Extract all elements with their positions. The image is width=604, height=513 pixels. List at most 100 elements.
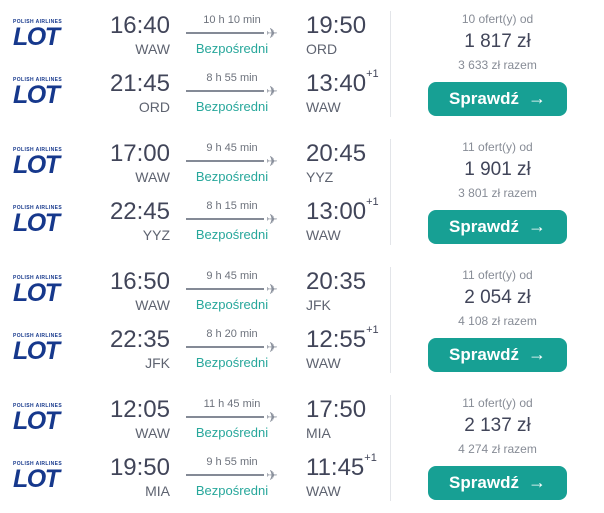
- arrow-right-icon: →: [527, 344, 546, 365]
- duration-label: 9 h 55 min: [206, 456, 258, 468]
- airline-logo: POLISH AIRLINES LOT: [0, 276, 106, 306]
- route-line: [186, 160, 265, 162]
- direct-label: Bezpośredni: [195, 99, 269, 114]
- plane-icon: ✈: [266, 339, 278, 355]
- lot-logo-icon: POLISH AIRLINES LOT: [13, 206, 62, 236]
- departure-airport: ORD: [138, 99, 170, 116]
- offers-count: 11 ofert(y) od: [462, 396, 533, 411]
- direct-label: Bezpośredni: [195, 425, 269, 440]
- price-per-person: 2 137 zł: [464, 415, 531, 437]
- departure-block: 16:50 WAW: [106, 269, 170, 313]
- airline-logo: POLISH AIRLINES LOT: [0, 334, 106, 364]
- check-button[interactable]: Sprawdź →: [428, 338, 567, 372]
- airline-tagline: POLISH AIRLINES: [13, 403, 63, 409]
- departure-time: 16:50: [109, 267, 170, 295]
- duration-label: 8 h 15 min: [206, 200, 258, 212]
- departure-airport: JFK: [145, 355, 170, 372]
- flight-card: POLISH AIRLINES LOT 16:50 WAW 9 h 45 min…: [0, 256, 604, 384]
- check-button[interactable]: Sprawdź →: [428, 466, 567, 500]
- arrival-block: 13:40+1 WAW: [294, 67, 390, 115]
- airline-name: LOT: [13, 407, 60, 435]
- plane-icon: ✈: [266, 83, 278, 99]
- duration-label: 11 h 45 min: [203, 398, 261, 410]
- offers-count: 11 ofert(y) od: [462, 140, 533, 155]
- route-graphic: ✈: [180, 339, 284, 355]
- airline-tagline: POLISH AIRLINES: [13, 77, 63, 83]
- next-day-badge: +1: [366, 67, 379, 80]
- route-graphic: ✈: [180, 409, 284, 425]
- plane-icon: ✈: [266, 153, 278, 169]
- inbound-leg: POLISH AIRLINES LOT 19:50 MIA 9 h 55 min…: [0, 451, 390, 501]
- next-day-badge: +1: [366, 323, 379, 336]
- duration-label: 10 h 10 min: [203, 14, 261, 26]
- route-line: [186, 346, 265, 348]
- airline-logo: POLISH AIRLINES LOT: [0, 462, 106, 492]
- arrow-right-icon: →: [527, 88, 546, 109]
- price-total: 4 108 zł razem: [458, 314, 537, 329]
- inbound-leg: POLISH AIRLINES LOT 21:45 ORD 8 h 55 min…: [0, 67, 390, 117]
- arrival-block: 20:35 JFK: [294, 269, 390, 313]
- direct-label: Bezpośredni: [195, 355, 269, 370]
- lot-logo-icon: POLISH AIRLINES LOT: [13, 78, 62, 108]
- next-day-badge: +1: [366, 195, 379, 208]
- airline-name: LOT: [13, 81, 60, 109]
- inbound-leg: POLISH AIRLINES LOT 22:35 JFK 8 h 20 min…: [0, 323, 390, 373]
- airline-logo: POLISH AIRLINES LOT: [0, 404, 106, 434]
- departure-block: 21:45 ORD: [106, 71, 170, 115]
- route-line: [186, 32, 265, 34]
- airline-name: LOT: [13, 279, 60, 307]
- duration-label: 9 h 45 min: [206, 270, 258, 282]
- route-block: 8 h 55 min ✈ Bezpośredni: [180, 72, 284, 114]
- route-line: [186, 288, 265, 290]
- price-total: 3 633 zł razem: [458, 58, 537, 73]
- flight-legs: POLISH AIRLINES LOT 12:05 WAW 11 h 45 mi…: [0, 393, 390, 503]
- arrival-block: 17:50 MIA: [294, 397, 390, 441]
- route-graphic: ✈: [180, 212, 284, 226]
- arrival-block: 11:45+1 WAW: [294, 451, 390, 499]
- flight-legs: POLISH AIRLINES LOT 16:40 WAW 10 h 10 mi…: [0, 9, 390, 119]
- arrival-time: 11:45+1: [306, 451, 377, 481]
- departure-time: 21:45: [109, 69, 170, 97]
- departure-airport: WAW: [135, 297, 170, 314]
- route-graphic: ✈: [180, 26, 284, 40]
- route-block: 8 h 20 min ✈ Bezpośredni: [180, 328, 284, 370]
- arrival-time: 20:45: [306, 139, 367, 167]
- plane-icon: ✈: [266, 467, 278, 483]
- departure-block: 22:45 YYZ: [106, 199, 170, 243]
- check-button[interactable]: Sprawdź →: [428, 82, 567, 116]
- airline-logo: POLISH AIRLINES LOT: [0, 148, 106, 178]
- arrival-block: 19:50 ORD: [294, 13, 390, 57]
- outbound-leg: POLISH AIRLINES LOT 17:00 WAW 9 h 45 min…: [0, 139, 390, 187]
- duration-label: 8 h 55 min: [206, 72, 258, 84]
- next-day-badge: +1: [364, 451, 377, 464]
- arrival-airport: WAW: [306, 227, 341, 244]
- flight-legs: POLISH AIRLINES LOT 17:00 WAW 9 h 45 min…: [0, 137, 390, 247]
- route-line: [186, 218, 265, 220]
- airline-tagline: POLISH AIRLINES: [13, 461, 63, 467]
- price-panel: 11 ofert(y) od 2 054 zł 4 108 zł razem S…: [390, 267, 604, 373]
- plane-icon: ✈: [266, 409, 278, 425]
- route-block: 9 h 55 min ✈ Bezpośredni: [180, 456, 284, 498]
- departure-time: 17:00: [109, 139, 170, 167]
- arrival-time: 12:55+1: [306, 323, 379, 353]
- lot-logo-icon: POLISH AIRLINES LOT: [13, 334, 62, 364]
- flight-card: POLISH AIRLINES LOT 17:00 WAW 9 h 45 min…: [0, 128, 604, 256]
- airline-name: LOT: [13, 151, 60, 179]
- direct-label: Bezpośredni: [195, 297, 269, 312]
- arrival-airport: JFK: [306, 297, 331, 314]
- route-graphic: ✈: [180, 153, 284, 169]
- route-graphic: ✈: [180, 282, 284, 296]
- arrow-right-icon: →: [527, 472, 546, 493]
- route-block: 8 h 15 min ✈ Bezpośredni: [180, 200, 284, 242]
- price-panel: 11 ofert(y) od 2 137 zł 4 274 zł razem S…: [390, 395, 604, 501]
- arrival-block: 20:45 YYZ: [294, 141, 390, 185]
- arrival-block: 12:55+1 WAW: [294, 323, 390, 371]
- airline-name: LOT: [13, 209, 60, 237]
- departure-time: 16:40: [109, 11, 170, 39]
- check-button[interactable]: Sprawdź →: [428, 210, 567, 244]
- flight-legs: POLISH AIRLINES LOT 16:50 WAW 9 h 45 min…: [0, 265, 390, 375]
- departure-time: 22:45: [109, 197, 170, 225]
- outbound-leg: POLISH AIRLINES LOT 16:40 WAW 10 h 10 mi…: [0, 11, 390, 59]
- arrow-right-icon: →: [527, 216, 546, 237]
- route-block: 9 h 45 min ✈ Bezpośredni: [180, 270, 284, 312]
